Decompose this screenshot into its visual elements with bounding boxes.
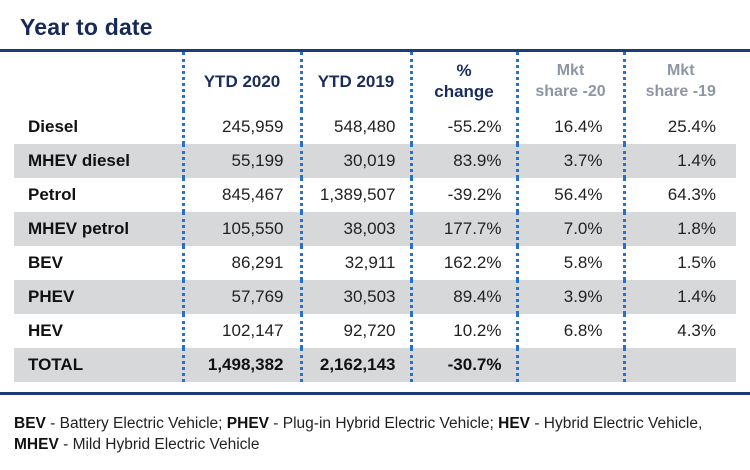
legend-mhev-abbr: MHEV: [14, 436, 59, 453]
cell-share20: 5.8%: [515, 246, 624, 280]
cell-share20: 3.7%: [515, 144, 624, 178]
header-mkt-share-20-l2: share -20: [535, 83, 606, 100]
header-mkt-share-19-l2: share -19: [645, 83, 716, 100]
row-label: HEV: [28, 321, 63, 340]
total-change: -30.7%: [409, 348, 517, 382]
header-ytd-2019: YTD 2019: [299, 52, 411, 110]
header-mkt-share-20-l1: Mkt: [556, 62, 585, 79]
header-row: YTD 2020 YTD 2019 % change Mkt share -20…: [14, 52, 736, 110]
cell-ytd2019: 1,389,507: [299, 178, 411, 212]
legend-phev-abbr: PHEV: [226, 415, 269, 432]
cell-ytd2019: 38,003: [299, 212, 411, 246]
total-share19: [622, 348, 736, 382]
cell-share20: 6.8%: [515, 314, 624, 348]
cell-share20: 7.0%: [515, 212, 624, 246]
legend-bev-abbr: BEV: [14, 415, 46, 432]
cell-change: -55.2%: [409, 110, 517, 144]
cell-ytd2020: 845,467: [181, 178, 301, 212]
legend-hev-abbr: HEV: [498, 415, 531, 432]
cell-share19: 1.4%: [622, 144, 736, 178]
cell-share20: 16.4%: [515, 110, 624, 144]
header-pct-change: % change: [409, 52, 517, 110]
cell-ytd2020: 86,291: [181, 246, 301, 280]
cell-change: 83.9%: [409, 144, 517, 178]
table-row: BEV 86,291 32,911 162.2% 5.8% 1.5%: [14, 246, 736, 280]
table-row: HEV 102,147 92,720 10.2% 6.8% 4.3%: [14, 314, 736, 348]
cell-change: 177.7%: [409, 212, 517, 246]
header-empty: [14, 52, 183, 110]
table-row: MHEV petrol 105,550 38,003 177.7% 7.0% 1…: [14, 212, 736, 246]
cell-share19: 1.4%: [622, 280, 736, 314]
cell-ytd2019: 92,720: [299, 314, 411, 348]
cell-change: -39.2%: [409, 178, 517, 212]
ytd-table: YTD 2020 YTD 2019 % change Mkt share -20…: [14, 52, 736, 382]
row-label: BEV: [28, 253, 63, 272]
row-label: MHEV diesel: [28, 151, 131, 170]
cell-change: 89.4%: [409, 280, 517, 314]
header-mkt-share-19-l1: Mkt: [666, 62, 695, 79]
cell-share19: 1.5%: [622, 246, 736, 280]
table-row: PHEV 57,769 30,503 89.4% 3.9% 1.4%: [14, 280, 736, 314]
cell-ytd2020: 55,199: [181, 144, 301, 178]
header-ytd-2020: YTD 2020: [181, 52, 301, 110]
cell-share19: 1.8%: [622, 212, 736, 246]
cell-ytd2019: 548,480: [299, 110, 411, 144]
legend-hev-text: - Hybrid Electric Vehicle,: [530, 415, 703, 432]
cell-share19: 4.3%: [622, 314, 736, 348]
cell-change: 10.2%: [409, 314, 517, 348]
cell-ytd2020: 57,769: [181, 280, 301, 314]
table-row: MHEV diesel 55,199 30,019 83.9% 3.7% 1.4…: [14, 144, 736, 178]
top-rule: [0, 49, 750, 52]
legend-phev-text: - Plug-in Hybrid Electric Vehicle;: [269, 415, 499, 432]
row-label: PHEV: [28, 287, 75, 306]
cell-ytd2020: 245,959: [181, 110, 301, 144]
table-row: Petrol 845,467 1,389,507 -39.2% 56.4% 64…: [14, 178, 736, 212]
cell-ytd2020: 105,550: [181, 212, 301, 246]
cell-share19: 64.3%: [622, 178, 736, 212]
cell-change: 162.2%: [409, 246, 517, 280]
total-share20: [515, 348, 624, 382]
header-pct-change-l1: %: [456, 61, 472, 80]
cell-share19: 25.4%: [622, 110, 736, 144]
legend-mhev-text: - Mild Hybrid Electric Vehicle: [58, 436, 260, 453]
cell-share20: 56.4%: [515, 178, 624, 212]
table-row: Diesel 245,959 548,480 -55.2% 16.4% 25.4…: [14, 110, 736, 144]
total-ytd2020: 1,498,382: [181, 348, 301, 382]
total-row: TOTAL 1,498,382 2,162,143 -30.7%: [14, 348, 736, 382]
row-label: Petrol: [28, 185, 77, 204]
cell-ytd2020: 102,147: [181, 314, 301, 348]
total-ytd2019: 2,162,143: [299, 348, 411, 382]
header-mkt-share-20: Mkt share -20: [515, 52, 624, 110]
cell-ytd2019: 30,019: [299, 144, 411, 178]
bottom-rule: [0, 392, 750, 395]
page-title: Year to date: [20, 14, 153, 40]
header-mkt-share-19: Mkt share -19: [622, 52, 736, 110]
total-label: TOTAL: [28, 355, 84, 374]
cell-ytd2019: 30,503: [299, 280, 411, 314]
row-label: MHEV petrol: [28, 219, 130, 238]
legend-bev-text: - Battery Electric Vehicle;: [45, 415, 227, 432]
cell-ytd2019: 32,911: [299, 246, 411, 280]
header-pct-change-l2: change: [434, 82, 494, 101]
cell-share20: 3.9%: [515, 280, 624, 314]
legend: BEV - Battery Electric Vehicle; PHEV - P…: [14, 413, 734, 455]
row-label: Diesel: [28, 117, 79, 136]
